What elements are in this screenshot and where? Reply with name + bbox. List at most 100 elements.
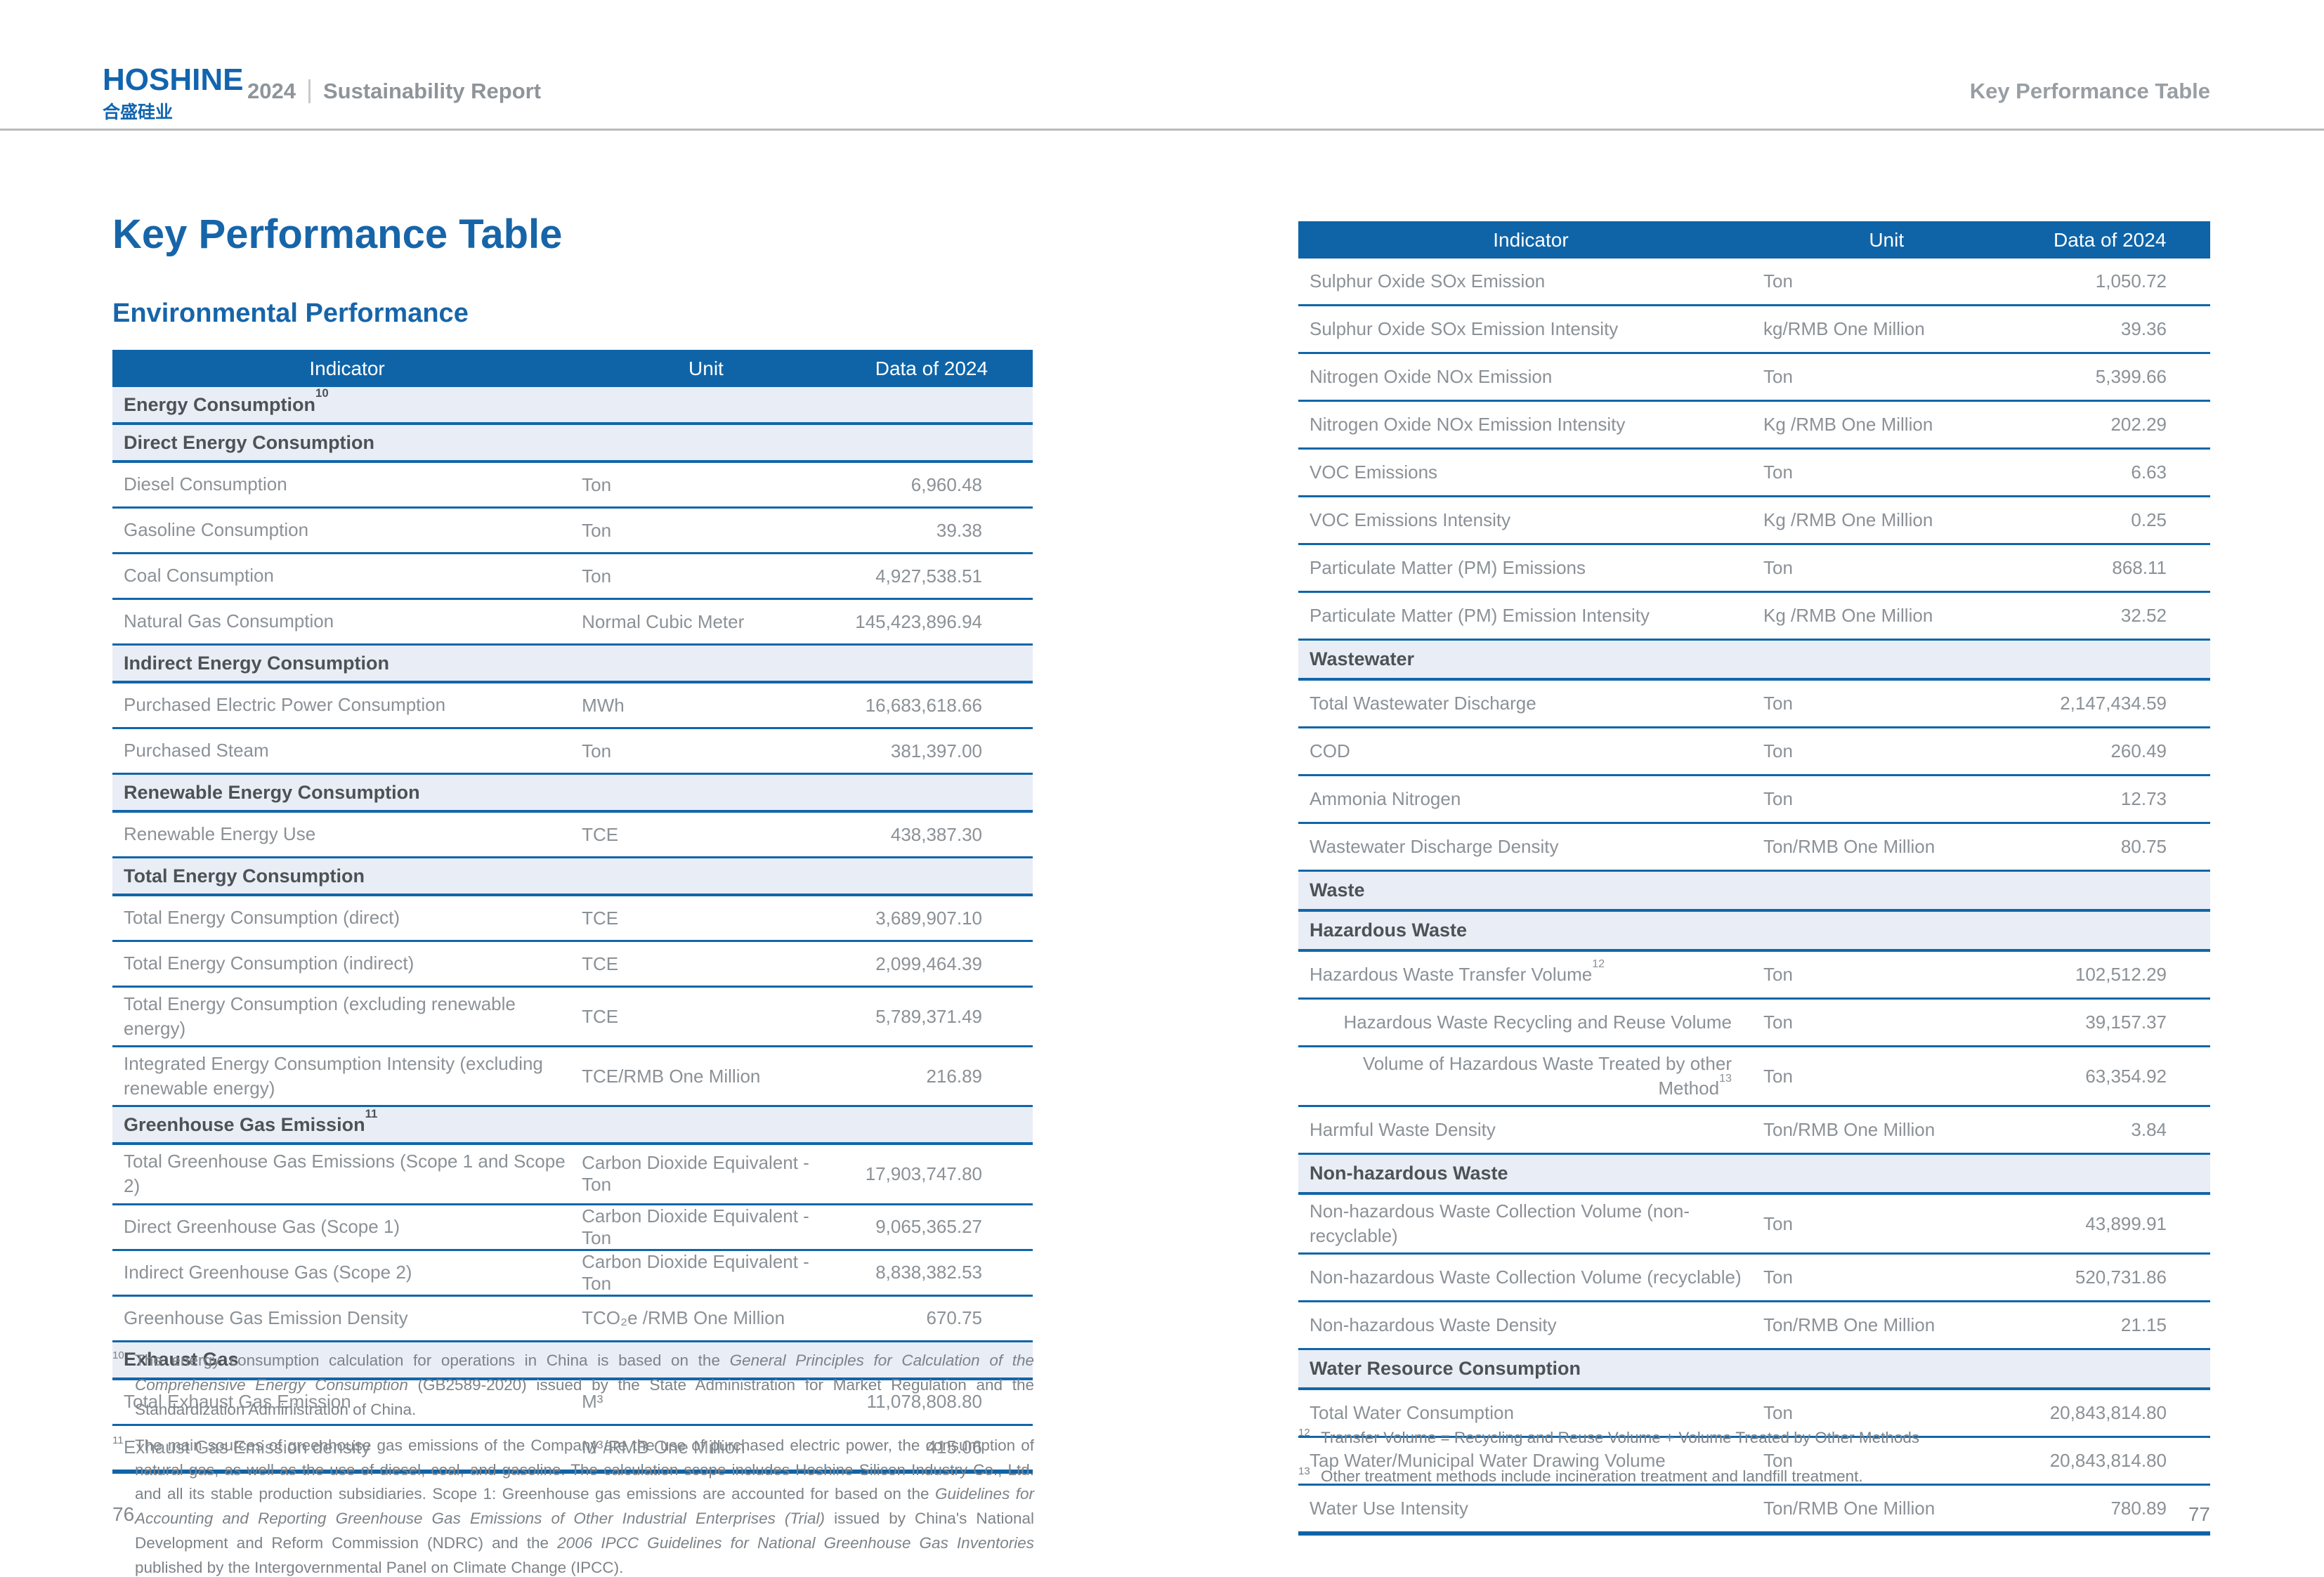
indicator-cell: Non-hazardous Waste Density <box>1298 1301 1763 1351</box>
value-cell: 11,078,808.80 <box>830 1378 1033 1426</box>
header-divider <box>308 79 311 103</box>
footnote-text: The main sources of greenhouse gas emiss… <box>135 1436 1034 1503</box>
indicator-cell: Volume of Hazardous Waste Treated by oth… <box>1298 1046 1763 1108</box>
footnote-text: issued by China's National Development a… <box>135 1510 1034 1552</box>
indicator-cell: Total Water Consumption <box>1298 1389 1763 1439</box>
footnote-text: Transfer Volume = Recycling and Reuse Vo… <box>1321 1429 1920 1446</box>
column-header-data: Data of 2024 <box>2009 221 2210 259</box>
unit-cell: Ton/RMB One Million <box>1763 1301 2010 1351</box>
indicator-cell: Direct Greenhouse Gas (Scope 1) <box>112 1204 582 1251</box>
value-cell: 3,689,907.10 <box>830 895 1033 942</box>
unit-cell: Kg /RMB One Million <box>1763 400 2010 450</box>
unit-cell: Ton <box>1763 544 2010 593</box>
unit-cell: TCE <box>582 811 830 858</box>
unit-cell: Ton <box>1763 1046 2010 1108</box>
value-cell: 39.38 <box>830 507 1033 554</box>
report-title: Sustainability Report <box>322 79 542 103</box>
table-row: Tap Water/Municipal Water Drawing Volume… <box>1298 1437 2210 1486</box>
indicator-cell: Indirect Greenhouse Gas (Scope 2) <box>112 1250 582 1297</box>
indicator-cell: Gasoline Consumption <box>112 507 582 554</box>
table-row: Hazardous Waste Transfer Volume12 Ton 102,… <box>1298 950 2210 1000</box>
unit-cell: Carbon Dioxide Equivalent - Ton <box>582 1204 830 1251</box>
indicator-cell: Non-hazardous Waste Collection Volume (n… <box>1298 1193 1763 1255</box>
value-cell: 20,843,814.80 <box>2009 1389 2210 1439</box>
footnote: 11 The main sources of greenhouse gas emi… <box>112 1434 1034 1577</box>
value-cell: 6.63 <box>2009 448 2210 497</box>
value-cell: 21.15 <box>2009 1301 2210 1351</box>
table-row: Non-hazardous Waste Density Ton/RMB One M… <box>1298 1301 2210 1351</box>
unit-cell: Kg /RMB One Million <box>1763 591 2010 641</box>
footnote-text: 2006 IPCC Guidelines for National Greenh… <box>557 1534 1034 1552</box>
footnote-ref: 10 <box>315 386 329 400</box>
table-row: Wastewater Discharge Density Ton/RMB One … <box>1298 823 2210 872</box>
table-body: Energy Consumption10 Direct Energy Consum… <box>112 386 1033 1474</box>
value-cell: 216.89 <box>830 1046 1033 1108</box>
header-row: Indicator Unit Data of 2024 <box>112 350 1033 387</box>
unit-cell: Ton <box>582 462 830 509</box>
indicator-cell: Tap Water/Municipal Water Drawing Volume <box>1298 1437 1763 1486</box>
value-cell: 9,065,365.27 <box>830 1204 1033 1251</box>
hoshine-logo: HOSHINE 合盛硅业 <box>103 65 264 124</box>
table-row: VOC Emissions Intensity Kg /RMB One Milli… <box>1298 496 2210 545</box>
indicator-cell: Integrated Energy Consumption Intensity … <box>112 1046 582 1108</box>
footnote-marker: 10 <box>112 1349 124 1361</box>
table-header: Indicator Unit Data of 2024 <box>112 350 1033 387</box>
footnote-ref: 12 <box>1592 957 1605 971</box>
footnote-marker: 12 <box>1298 1427 1310 1439</box>
indicator-cell: Sulphur Oxide SOx Emission <box>1298 259 1763 306</box>
table-header: Indicator Unit Data of 2024 <box>1298 221 2210 259</box>
indicator-cell: Non-hazardous Waste Collection Volume (r… <box>1298 1253 1763 1303</box>
table-row: Total Wastewater Discharge Ton 2,147,434.5… <box>1298 679 2210 728</box>
table-row: Sulphur Oxide SOx Emission Intensity kg/R… <box>1298 305 2210 354</box>
column-header-data: Data of 2024 <box>830 350 1033 387</box>
table-row: Particulate Matter (PM) Emissions Ton 868.… <box>1298 544 2210 593</box>
section-label: Total Energy Consumption <box>112 856 1033 896</box>
indicator-cell: Nitrogen Oxide NOx Emission Intensity <box>1298 400 1763 450</box>
section-label: Waste <box>1298 870 2210 912</box>
unit-cell: Normal Cubic Meter <box>582 598 830 646</box>
table-row: Hazardous Waste Recycling and Reuse Volu… <box>1298 998 2210 1047</box>
indicator-cell: Particulate Matter (PM) Emissions <box>1298 544 1763 593</box>
value-cell: 16,683,618.66 <box>830 682 1033 729</box>
table-row: Non-hazardous Waste Collection Volume (n… <box>1298 1193 2210 1255</box>
table-row: Diesel Consumption Ton 6,960.48 <box>112 462 1033 509</box>
value-cell: 520,731.86 <box>2009 1253 2210 1303</box>
section-row: Indirect Energy Consumption <box>112 643 1033 683</box>
value-cell: 6,960.48 <box>830 462 1033 509</box>
table-row: Total Energy Consumption (direct) TCE 3,68… <box>112 895 1033 942</box>
unit-cell: TCE <box>582 895 830 942</box>
unit-cell: Carbon Dioxide Equivalent - Ton <box>582 1144 830 1205</box>
page-header: HOSHINE 合盛硅业 2024 Sustainability Report … <box>0 0 2324 131</box>
unit-cell: MWh <box>582 682 830 729</box>
value-cell: 3.84 <box>2009 1106 2210 1156</box>
value-cell: 8,838,382.53 <box>830 1250 1033 1297</box>
column-header-unit: Unit <box>1763 221 2010 259</box>
value-cell: 5,399.66 <box>2009 353 2210 402</box>
unit-cell: Ton <box>1763 775 2010 824</box>
indicator-cell: Harmful Waste Density <box>1298 1106 1763 1156</box>
value-cell: 5,789,371.49 <box>830 986 1033 1048</box>
value-cell: 63,354.92 <box>2009 1046 2210 1108</box>
table-row: Integrated Energy Consumption Intensity … <box>112 1046 1033 1108</box>
section-row: Renewable Energy Consumption <box>112 773 1033 813</box>
indicator-cell: Hazardous Waste Recycling and Reuse Volu… <box>1298 998 1763 1047</box>
section-label: Hazardous Waste <box>1298 909 2210 952</box>
section-label: Renewable Energy Consumption <box>112 773 1033 813</box>
indicator-cell: Total Greenhouse Gas Emissions (Scope 1 … <box>112 1144 582 1205</box>
indicator-cell: Greenhouse Gas Emission Density <box>112 1295 582 1342</box>
logo-brand-text: HOSHINE <box>103 63 244 97</box>
section-row: Direct Energy Consumption <box>112 422 1033 463</box>
table-row: Purchased Electric Power Consumption MWh 1… <box>112 682 1033 729</box>
indicator-cell: Exhaust Gas Emission density <box>112 1425 582 1474</box>
indicator-cell: Hazardous Waste Transfer Volume12 <box>1298 950 1763 1000</box>
unit-cell: Ton/RMB One Million <box>1763 1106 2010 1156</box>
footnotes-right: 12 Transfer Volume = Recycling and Reuse … <box>1298 1426 2210 1503</box>
unit-cell: Ton/RMB One Million <box>1763 1484 2010 1536</box>
page-number-left: 76 <box>112 1503 135 1525</box>
value-cell: 1,050.72 <box>2009 259 2210 306</box>
indicator-cell: Natural Gas Consumption <box>112 598 582 646</box>
indicator-cell: Ammonia Nitrogen <box>1298 775 1763 824</box>
footnote: 12 Transfer Volume = Recycling and Reuse … <box>1298 1426 2210 1451</box>
section-label: Exhaust Gas <box>112 1340 1033 1380</box>
table-row: Harmful Waste Density Ton/RMB One Million… <box>1298 1106 2210 1156</box>
